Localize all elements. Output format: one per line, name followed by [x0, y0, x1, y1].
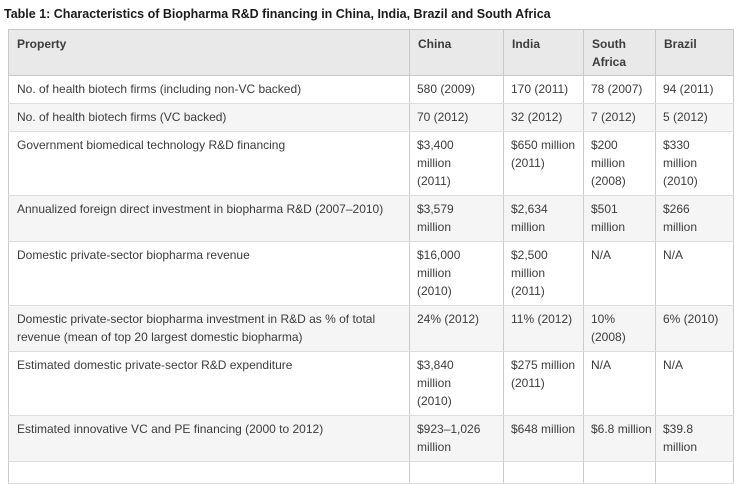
- cell-property: Domestic private-sector biopharma revenu…: [8, 241, 410, 306]
- cell-property: [8, 461, 410, 484]
- cell-china: 24% (2012): [409, 305, 504, 352]
- partial-row-clipped: [8, 461, 734, 484]
- table-row: Domestic private-sector biopharma invest…: [8, 305, 734, 352]
- col-header-india: India: [503, 29, 584, 76]
- cell-india: [503, 461, 584, 484]
- cell-south-africa: 10% (2008): [583, 305, 656, 352]
- table-row: Domestic private-sector biopharma revenu…: [8, 241, 734, 306]
- cell-property: Domestic private-sector biopharma invest…: [8, 305, 410, 352]
- cell-south-africa: N/A: [583, 241, 656, 306]
- cell-india: $2,634 million: [503, 195, 584, 242]
- cell-india: $650 million (2011): [503, 131, 584, 196]
- table-row: No. of health biotech firms (including n…: [8, 75, 734, 104]
- cell-india: $648 million: [503, 415, 584, 462]
- cell-china: [409, 461, 504, 484]
- cell-south-africa: [583, 461, 656, 484]
- table-header-row: Property China India South Africa Brazil: [8, 29, 734, 76]
- cell-south-africa: $200 million (2008): [583, 131, 656, 196]
- cell-brazil: [655, 461, 734, 484]
- cell-south-africa: $501 million: [583, 195, 656, 242]
- table-row: No. of health biotech firms (VC backed) …: [8, 103, 734, 132]
- cell-south-africa: $6.8 million: [583, 415, 656, 462]
- financing-table: Property China India South Africa Brazil…: [8, 29, 734, 484]
- col-header-china: China: [409, 29, 504, 76]
- cell-south-africa: N/A: [583, 351, 656, 416]
- cell-china: $16,000 million (2010): [409, 241, 504, 306]
- cell-brazil: $266 million: [655, 195, 734, 242]
- cell-brazil: $39.8 million: [655, 415, 734, 462]
- cell-brazil: N/A: [655, 241, 734, 306]
- cell-property: Estimated domestic private-sector R&D ex…: [8, 351, 410, 416]
- table-row: Annualized foreign direct investment in …: [8, 195, 734, 242]
- cell-brazil: $330 million (2010): [655, 131, 734, 196]
- cell-india: 11% (2012): [503, 305, 584, 352]
- cell-brazil: 94 (2011): [655, 75, 734, 104]
- col-header-south-africa: South Africa: [583, 29, 656, 76]
- cell-brazil: 5 (2012): [655, 103, 734, 132]
- cell-china: 70 (2012): [409, 103, 504, 132]
- cell-china: $3,579 million: [409, 195, 504, 242]
- cell-property: Estimated innovative VC and PE financing…: [8, 415, 410, 462]
- cell-property: No. of health biotech firms (VC backed): [8, 103, 410, 132]
- cell-china: $923–1,026 million: [409, 415, 504, 462]
- cell-india: 170 (2011): [503, 75, 584, 104]
- table-row: Government biomedical technology R&D fin…: [8, 131, 734, 196]
- col-header-brazil: Brazil: [655, 29, 734, 76]
- cell-china: 580 (2009): [409, 75, 504, 104]
- col-header-property: Property: [8, 29, 410, 76]
- cell-china: $3,840 million (2010): [409, 351, 504, 416]
- cell-brazil: 6% (2010): [655, 305, 734, 352]
- cell-property: No. of health biotech firms (including n…: [8, 75, 410, 104]
- cell-south-africa: 7 (2012): [583, 103, 656, 132]
- table-row: Estimated innovative VC and PE financing…: [8, 415, 734, 462]
- cell-china: $3,400 million (2011): [409, 131, 504, 196]
- cell-south-africa: 78 (2007): [583, 75, 656, 104]
- page-title: Table 1: Characteristics of Biopharma R&…: [4, 7, 551, 21]
- cell-property: Government biomedical technology R&D fin…: [8, 131, 410, 196]
- cell-property: Annualized foreign direct investment in …: [8, 195, 410, 242]
- cell-india: 32 (2012): [503, 103, 584, 132]
- cell-india: $2,500 million (2011): [503, 241, 584, 306]
- cell-brazil: N/A: [655, 351, 734, 416]
- table-row: Estimated domestic private-sector R&D ex…: [8, 351, 734, 416]
- cell-india: $275 million (2011): [503, 351, 584, 416]
